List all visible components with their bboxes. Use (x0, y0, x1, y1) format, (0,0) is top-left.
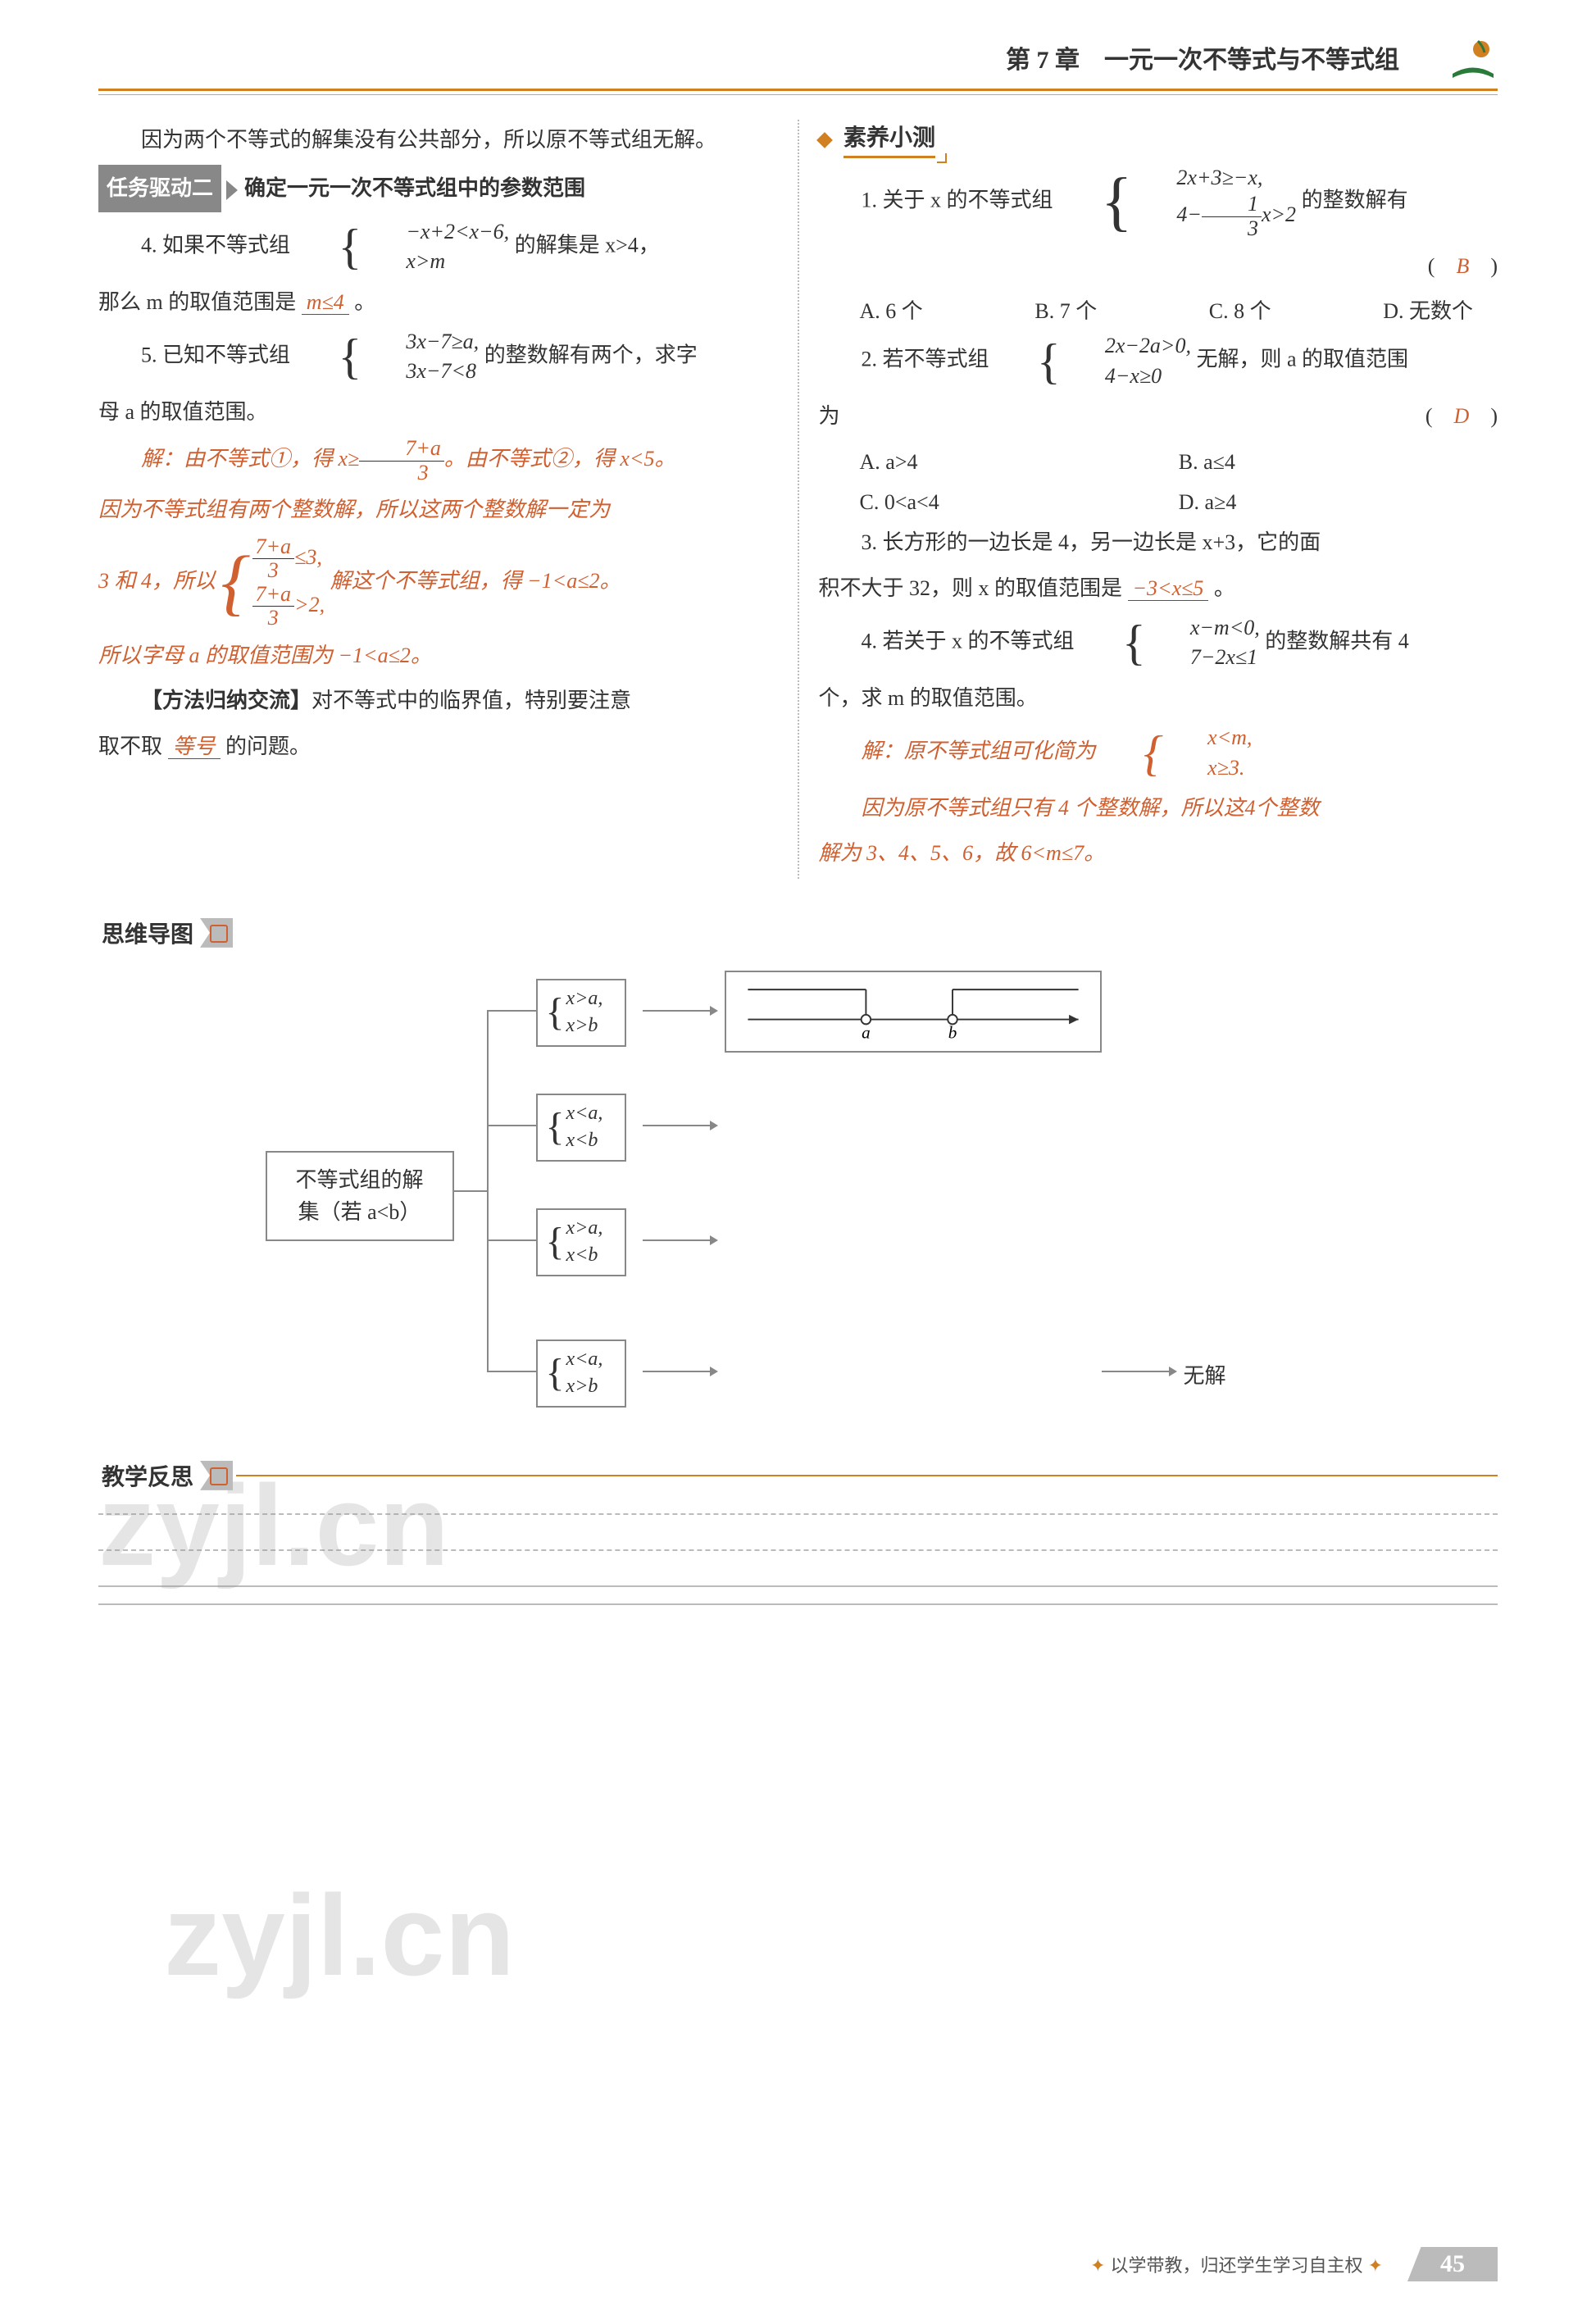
rq2-line2: 为 ( D ) (819, 396, 1498, 436)
rsol4-line2: 因为原不等式组只有 4 个整数解，所以这4个整数 (819, 788, 1498, 828)
left-intro: 因为两个不等式的解集没有公共部分，所以原不等式组无解。 (98, 120, 778, 160)
rq1-options: A. 6 个 B. 7 个 C. 8 个 D. 无数个 (819, 291, 1498, 331)
page-footer: ✦以学带教，归还学生学习自主权✦ 45 (0, 2247, 1596, 2281)
diamond-icon (816, 132, 833, 148)
numline-4: a b (725, 971, 1102, 1053)
sol5-line2: 因为不等式组有两个整数解，所以这两个整数解一定为 (98, 489, 778, 530)
no-solution-label: 无解 (1184, 1359, 1226, 1390)
page-number: 45 (1407, 2247, 1498, 2281)
header-rule-gray (98, 94, 1498, 95)
rq3-line1: 3. 长方形的一边长是 4，另一边长是 x+3，它的面 (819, 522, 1498, 562)
chapter-title: 第 7 章 一元一次不等式与不等式组 (1006, 39, 1399, 75)
q5-line2: 母 a 的取值范围。 (98, 392, 778, 432)
watermark-2: zyjl.cn (164, 1869, 515, 2002)
rsol4-line3: 解为 3、4、5、6，故 6<m≤7。 (819, 833, 1498, 873)
svg-text:b: b (948, 1022, 957, 1042)
rq2-options: A. a>4 B. a≤4 C. 0<a<4 D. a≥4 (819, 442, 1498, 523)
header-rule-orange (98, 89, 1498, 91)
case-box-2: {x<a,x<b (536, 1094, 626, 1162)
task-label: 任务驱动二 (98, 165, 221, 211)
column-divider (798, 120, 799, 879)
rq4-line1: 4. 若关于 x 的不等式组 { x−m<0, 7−2x≤1 的整数解共有 4 (819, 613, 1498, 673)
q4-line2: 那么 m 的取值范围是 m≤4 。 (98, 282, 778, 322)
method-line2: 取不取 等号 的问题。 (98, 726, 778, 766)
rq1-answer-paren: ( B ) (819, 246, 1498, 286)
rq3-line2: 积不大于 32，则 x 的取值范围是 −3<x≤5 。 (819, 568, 1498, 608)
watermark-1: zyjl.cn (98, 1459, 449, 1592)
rsol4-line1: 解：原不等式组可化简为 { x<m, x≥3. (819, 723, 1498, 783)
q4-line1: 4. 如果不等式组 { −x+2<x−6, x>m 的解集是 x>4， (98, 217, 778, 277)
task-title: 确定一元一次不等式组中的参数范围 (244, 176, 585, 200)
rq4-line2: 个，求 m 的取值范围。 (819, 678, 1498, 718)
q4-answer: m≤4 (302, 290, 349, 315)
q5-line1: 5. 已知不等式组 { 3x−7≥a, 3x−7<8 的整数解有两个，求字 (98, 327, 778, 387)
svg-text:a: a (862, 1022, 871, 1042)
method-blank: 等号 (168, 735, 221, 759)
sol5-line4: 所以字母 a 的取值范围为 −1<a≤2。 (98, 635, 778, 675)
mindmap-title: 思维导图 (98, 912, 197, 954)
sol5-line1: 解：由不等式①，得 x≥7+a3。由不等式②，得 x<5。 (98, 437, 778, 484)
book-icon (1448, 33, 1498, 82)
case-box-1: {x>a,x>b (536, 979, 626, 1047)
section-quiz-title: 素养小测 (819, 120, 1498, 163)
mindmap-diagram: 不等式组的解 集（若 a<b） {x>a,x>b {x<a,x<b {x>a,x… (266, 971, 1331, 1430)
rq1-line1: 1. 关于 x 的不等式组 { 2x+3≥−x, 4−13x>2 的整数解有 (819, 163, 1498, 241)
task-arrow-icon (226, 180, 238, 200)
case-box-3: {x>a,x<b (536, 1208, 626, 1276)
rq3-answer: −3<x≤5 (1128, 576, 1209, 601)
diagram-root: 不等式组的解 集（若 a<b） (266, 1151, 454, 1241)
rq2-line1: 2. 若不等式组 { 2x−2a>0, 4−x≥0 无解，则 a 的取值范围 (819, 331, 1498, 391)
case-box-4: {x<a,x>b (536, 1339, 626, 1408)
method-line: 【方法归纳交流】对不等式中的临界值，特别要注意 (98, 680, 778, 721)
mindmap-arrow-icon (200, 918, 233, 948)
sol5-line3: 3 和 4，所以 { 7+a3≤3, 7+a3>2, 解这个不等式组，得 −1<… (98, 535, 778, 630)
